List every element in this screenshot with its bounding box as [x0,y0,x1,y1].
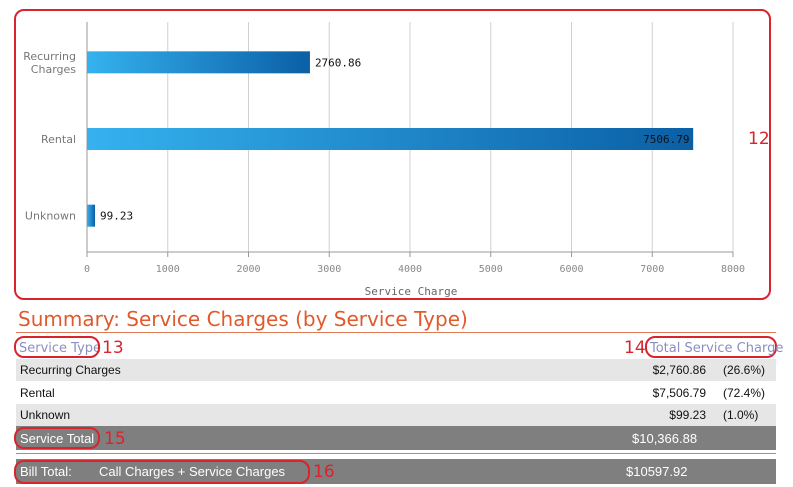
annotation-12: 12 [748,129,770,149]
x-tick-label: 5000 [479,264,503,275]
service-total-row: Service Total $10,366.88 [16,426,776,450]
category-label: Unknown [25,210,76,223]
x-tick-label: 0 [84,264,90,275]
annotation-box-13 [14,336,100,358]
annotation-13: 13 [102,338,124,358]
bar-value-label: 99.23 [100,210,133,223]
service-total-label: Service Total [20,431,95,446]
x-axis-label: Service Charge [365,285,458,298]
table-row: Unknown $99.23 (1.0%) [16,404,776,426]
annotation-box-16 [14,460,310,484]
annotation-box-15 [14,427,100,449]
row-percent: (1.0%) [723,408,759,422]
total-rule [16,453,776,454]
annotation-14: 14 [624,338,646,358]
row-amount: $2,760.86 [652,363,706,377]
bar-value-label: 7506.79 [643,133,689,146]
x-tick-label: 2000 [236,264,260,275]
x-tick-label: 4000 [398,264,422,275]
category-label: Recurring [23,50,76,63]
row-service-type: Recurring Charges [20,363,121,377]
table-row: Recurring Charges $2,760.86 (26.6%) [16,359,776,381]
bar[interactable] [87,204,96,227]
table-row: Rental $7,506.79 (72.4%) [16,382,776,404]
annotation-16: 16 [313,462,335,482]
bill-total-value: $10597.92 [626,464,688,479]
col-header-service-type[interactable]: Service Type [19,341,102,356]
x-tick-label: 6000 [559,264,583,275]
bill-total-description: Call Charges + Service Charges [99,464,286,479]
summary-title: Summary: Service Charges (by Service Typ… [18,307,468,331]
x-tick-label: 8000 [721,264,745,275]
title-rule [16,332,776,333]
chart-annotation-box [14,9,771,300]
x-tick-label: 1000 [156,264,180,275]
bar[interactable] [87,51,310,74]
category-label: Charges [31,63,76,76]
row-amount: $99.23 [669,408,706,422]
bill-total-label: Bill Total: [20,464,72,479]
bar[interactable] [87,128,694,150]
category-label: Rental [41,133,76,146]
row-percent: (26.6%) [723,363,766,377]
row-amount: $7,506.79 [652,386,706,400]
annotation-box-14 [645,336,777,358]
col-header-total-service-charge[interactable]: Total Service Charge [650,341,784,356]
row-service-type: Unknown [20,408,71,422]
x-tick-label: 3000 [317,264,341,275]
x-tick-label: 7000 [640,264,664,275]
service-total-value: $10,366.88 [632,431,698,446]
annotation-15: 15 [104,429,126,449]
bar-value-label: 2760.86 [315,56,361,69]
bill-total-row: Bill Total: Call Charges + Service Charg… [16,459,776,484]
row-percent: (72.4%) [723,386,766,400]
row-service-type: Rental [20,386,55,400]
